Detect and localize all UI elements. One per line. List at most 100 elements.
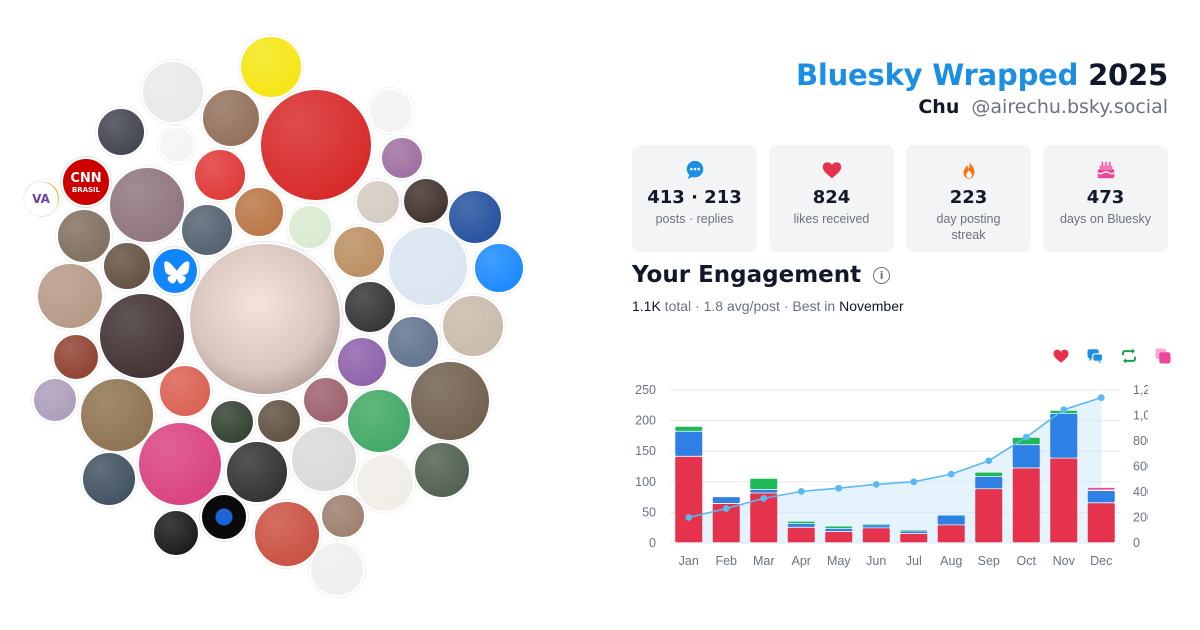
x-tick-label: Apr xyxy=(792,554,811,568)
bar-replies-may xyxy=(825,528,853,532)
cake-icon xyxy=(1096,161,1115,179)
avatar-44[interactable] xyxy=(413,441,471,499)
cumulative-point xyxy=(760,494,768,502)
avatar-51[interactable] xyxy=(309,541,365,597)
avatar-26[interactable] xyxy=(36,262,104,330)
vinyl-avatar[interactable] xyxy=(200,493,248,541)
avatar-21[interactable] xyxy=(332,225,386,279)
avatar-50[interactable] xyxy=(152,509,200,557)
avatar-8[interactable] xyxy=(158,126,196,164)
stat-card-posts: 413 · 213 posts · replies xyxy=(632,145,757,252)
avatar-43[interactable] xyxy=(137,421,223,507)
x-tick-label: Mar xyxy=(753,554,775,568)
engagement-title: Your Engagement xyxy=(632,262,862,288)
avatar-7[interactable] xyxy=(368,88,414,134)
speech-bubble-icon xyxy=(686,160,703,180)
stat-label: day posting streak xyxy=(936,212,1001,242)
avatar-36[interactable] xyxy=(32,377,78,423)
x-tick-label: Aug xyxy=(940,554,962,568)
avatar-46[interactable] xyxy=(81,451,137,507)
avatar-27[interactable] xyxy=(98,292,186,380)
avatar-33[interactable] xyxy=(409,360,491,442)
avatar-34[interactable] xyxy=(79,377,155,453)
engagement-chart: 0 50 100 150 200 250 0 200 400 600 800 1,000 1,200 Ja… xyxy=(635,383,1148,568)
likes-heart-icon[interactable] xyxy=(1052,347,1070,365)
avatar-48[interactable] xyxy=(320,493,366,539)
bar-replies-apr xyxy=(787,524,815,527)
bar-reposts-oct xyxy=(1012,437,1040,445)
avatar-5[interactable] xyxy=(201,88,261,148)
cumulative-line xyxy=(688,396,1102,519)
x-tick-label: Sep xyxy=(978,554,1000,568)
avatar-6[interactable] xyxy=(259,88,373,202)
avatar-39[interactable] xyxy=(209,399,255,445)
bar-likes-apr xyxy=(787,527,815,543)
y2-tick-label: 400 xyxy=(1133,485,1148,499)
info-icon[interactable]: i xyxy=(873,266,891,284)
bar-likes-dec xyxy=(1087,503,1115,543)
avatar-40[interactable] xyxy=(256,398,302,444)
total-label: total xyxy=(664,298,692,314)
cnn-logo-text: CNN xyxy=(70,171,102,186)
avatar-38[interactable] xyxy=(346,388,412,454)
bar-likes-feb xyxy=(712,503,740,543)
avatar-31[interactable] xyxy=(336,336,388,388)
display-name: Chu xyxy=(918,96,960,118)
avatar-2[interactable] xyxy=(239,35,303,99)
avatar-35[interactable] xyxy=(158,364,212,418)
year-label: 2025 xyxy=(1088,58,1168,92)
bar-reposts-jan xyxy=(675,426,703,431)
avatar-23[interactable] xyxy=(473,242,525,294)
avatar-12[interactable] xyxy=(108,166,186,244)
avatar-17[interactable] xyxy=(287,204,333,250)
avatar-19[interactable] xyxy=(233,186,285,238)
avatar-32[interactable] xyxy=(52,333,100,381)
avatar-49[interactable] xyxy=(253,500,321,568)
avatar-22[interactable] xyxy=(387,225,469,307)
bar-reposts-may xyxy=(825,526,853,529)
va-logo-avatar[interactable]: VA xyxy=(24,182,58,216)
cumulative-point xyxy=(797,487,805,495)
bluesky-butterfly-avatar[interactable] xyxy=(151,247,199,295)
va-logo-text: VA xyxy=(32,192,50,206)
avatar-30[interactable] xyxy=(386,315,440,369)
chart-legend xyxy=(1052,347,1172,365)
cumulative-point xyxy=(1060,406,1068,414)
cumulative-point xyxy=(872,480,880,488)
bar-replies-dec xyxy=(1087,490,1115,503)
avatar-18[interactable] xyxy=(180,203,234,257)
x-tick-label: Dec xyxy=(1090,554,1112,568)
stats-row: 413 · 213 posts · replies 824 likes rece… xyxy=(632,145,1168,252)
cumulative-point xyxy=(1022,433,1030,441)
avatar-3[interactable] xyxy=(141,60,205,124)
cumulative-point xyxy=(835,484,843,492)
stat-value: 413 · 213 xyxy=(647,187,742,208)
bar-replies-mar xyxy=(750,489,778,493)
avatar-24[interactable] xyxy=(102,241,152,291)
avatar-4[interactable] xyxy=(96,107,146,157)
avatar-9[interactable] xyxy=(380,136,424,180)
avatar-14[interactable] xyxy=(402,177,450,225)
bar-reposts-mar xyxy=(750,478,778,489)
avatar-37[interactable] xyxy=(302,376,350,424)
cumulative-point xyxy=(910,478,918,486)
stat-label: days on Bluesky xyxy=(1059,212,1152,226)
avatar-29[interactable] xyxy=(441,294,505,358)
avatar-42[interactable] xyxy=(225,440,289,504)
avatar-41[interactable] xyxy=(290,425,358,493)
avatar-28[interactable] xyxy=(343,280,397,334)
quotes-icon[interactable] xyxy=(1154,347,1172,365)
stat-label: posts · replies xyxy=(655,212,734,226)
replies-bubble-icon[interactable] xyxy=(1086,347,1104,365)
avatar-main[interactable] xyxy=(188,242,342,396)
cnn-sub-text: BRASIL xyxy=(71,186,101,194)
avatar-10[interactable] xyxy=(193,148,247,202)
user-handle[interactable]: @airechu.bsky.social xyxy=(971,96,1168,118)
avatar-20[interactable] xyxy=(56,208,112,264)
avatar-13[interactable] xyxy=(355,179,401,225)
y-tick-label: 200 xyxy=(635,414,656,428)
reposts-icon[interactable] xyxy=(1120,347,1138,365)
avatar-45[interactable] xyxy=(355,453,415,513)
best-label: Best in xyxy=(792,298,836,314)
cnn-brasil-avatar[interactable]: CNN BRASIL xyxy=(61,157,111,207)
